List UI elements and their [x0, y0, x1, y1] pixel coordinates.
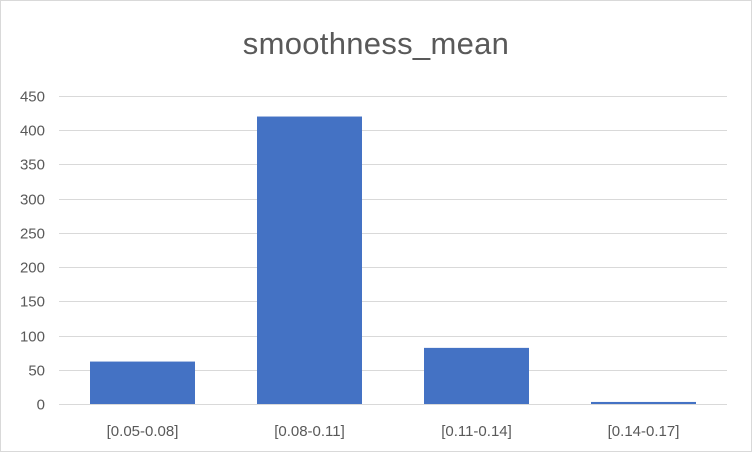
gridlines: [59, 96, 727, 405]
bar: [424, 347, 529, 404]
x-axis: [0.05-0.08] [0.08-0.11] [0.11-0.14] [0.14-0…: [107, 423, 680, 440]
y-tick-label: 150: [20, 294, 45, 311]
y-tick-label: 100: [20, 329, 45, 346]
y-tick-label: 200: [20, 260, 45, 277]
y-tick-label: 300: [20, 192, 45, 209]
x-tick-label: [0.11-0.14]: [441, 423, 512, 440]
y-tick-label: 0: [37, 397, 45, 414]
x-tick-label: [0.08-0.11]: [274, 423, 345, 440]
x-tick-label: [0.14-0.17]: [608, 423, 680, 440]
bar: [257, 116, 362, 405]
x-tick-label: [0.05-0.08]: [107, 423, 179, 440]
y-tick-label: 50: [28, 363, 45, 380]
y-tick-label: 250: [20, 226, 45, 243]
bars: [90, 116, 696, 405]
y-tick-label: 350: [20, 157, 45, 174]
bar: [90, 361, 195, 404]
y-axis: 0 50 100 150 200 250 300 350 400 450: [20, 89, 45, 414]
bar: [591, 401, 696, 404]
y-tick-label: 450: [20, 89, 45, 106]
y-tick-label: 400: [20, 123, 45, 140]
chart-title: smoothness_mean: [242, 26, 510, 61]
